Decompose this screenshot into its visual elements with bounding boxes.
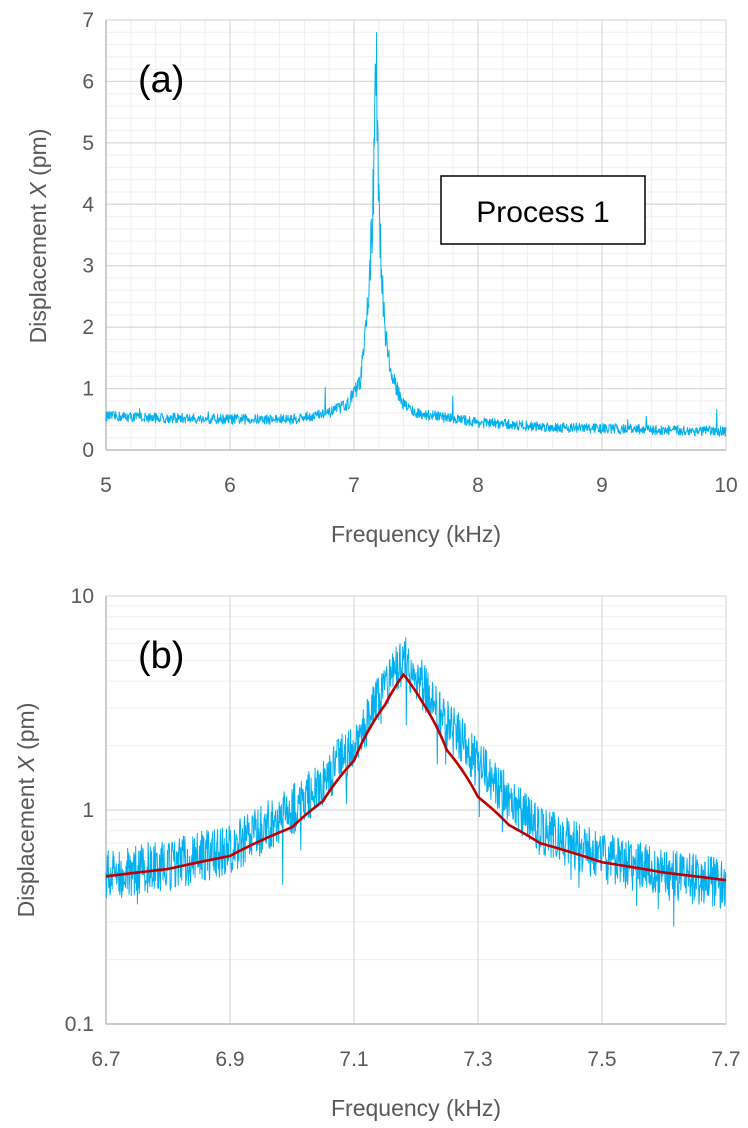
chart-a-y-axis-title-part1: Displacement [25, 198, 51, 344]
y-tick-label: 7 [82, 9, 94, 32]
x-tick-label: 6 [224, 474, 236, 497]
chart-b-minor-gridlines [106, 605, 726, 961]
process-label-text: Process 1 [476, 196, 609, 229]
y-tick-label: 6 [82, 70, 94, 93]
chart-b-y-axis-title: Displacement X (pm) [13, 703, 39, 918]
y-tick-label: 0.1 [65, 1013, 94, 1036]
fit-curve-series [105, 673, 727, 882]
x-tick-label: 7.1 [339, 1048, 368, 1071]
chart-a-series [105, 32, 727, 437]
y-tick-label: 4 [82, 193, 94, 216]
chart-b-x-tick-labels: 6.7 6.9 7.1 7.3 7.5 7.7 [91, 1048, 740, 1071]
x-tick-label: 8 [472, 474, 484, 497]
y-tick-label: 2 [82, 316, 94, 339]
chart-b-y-tick-labels: 0.1 1 10 [65, 585, 94, 1036]
x-tick-label: 7.5 [587, 1048, 616, 1071]
process-label-box [440, 175, 646, 245]
measured-displacement-series [105, 32, 727, 437]
y-tick-label: 5 [82, 132, 94, 155]
chart-b-axes [105, 596, 726, 1025]
chart-b-x-axis-title: Frequency (kHz) [331, 1095, 501, 1121]
chart-b: 6.7 6.9 7.1 7.3 7.5 7.7 0.1 1 10 Frequency (kHz… [13, 585, 741, 1121]
chart-a-y-axis-title-unit: (pm) [25, 129, 51, 183]
x-tick-label: 10 [714, 474, 737, 497]
chart-a-panel-label: (a) [138, 59, 184, 101]
chart-b-y-axis-title-variable: X [13, 755, 39, 773]
chart-b-y-axis-title-part1: Displacement [13, 772, 39, 918]
chart-a: 5 6 7 8 9 10 0 1 2 3 4 5 6 7 Frequency (kHz) Displac… [25, 9, 738, 547]
x-tick-label: 7.7 [711, 1048, 740, 1071]
y-tick-label: 3 [82, 255, 94, 278]
x-tick-label: 6.7 [91, 1048, 120, 1071]
y-tick-label: 1 [82, 378, 94, 401]
chart-b-series [105, 637, 727, 927]
x-tick-label: 6.9 [215, 1048, 244, 1071]
y-tick-label: 0 [82, 439, 94, 462]
chart-b-panel-label: (b) [138, 635, 184, 677]
y-tick-label: 1 [82, 799, 94, 822]
chart-a-y-axis-title: Displacement X (pm) [25, 129, 51, 344]
chart-a-y-axis-title-variable: X [25, 181, 51, 199]
chart-a-x-axis-title: Frequency (kHz) [331, 521, 501, 547]
measured-displacement-series [105, 637, 727, 927]
y-tick-label: 10 [71, 585, 94, 608]
chart-a-x-tick-labels: 5 6 7 8 9 10 [100, 474, 738, 497]
x-tick-label: 9 [596, 474, 608, 497]
chart-b-y-axis-title-unit: (pm) [13, 703, 39, 757]
x-tick-label: 7 [348, 474, 360, 497]
x-tick-label: 7.3 [463, 1048, 492, 1071]
x-tick-label: 5 [100, 474, 112, 497]
chart-a-axes [105, 20, 726, 451]
chart-a-y-tick-labels: 0 1 2 3 4 5 6 7 [82, 9, 94, 462]
